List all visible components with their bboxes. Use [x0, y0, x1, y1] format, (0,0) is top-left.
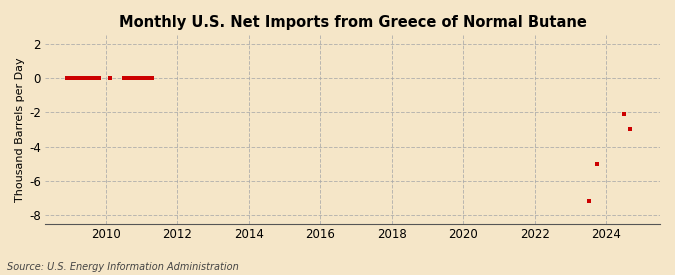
- Text: Source: U.S. Energy Information Administration: Source: U.S. Energy Information Administ…: [7, 262, 238, 272]
- Title: Monthly U.S. Net Imports from Greece of Normal Butane: Monthly U.S. Net Imports from Greece of …: [119, 15, 587, 30]
- Y-axis label: Thousand Barrels per Day: Thousand Barrels per Day: [15, 57, 25, 202]
